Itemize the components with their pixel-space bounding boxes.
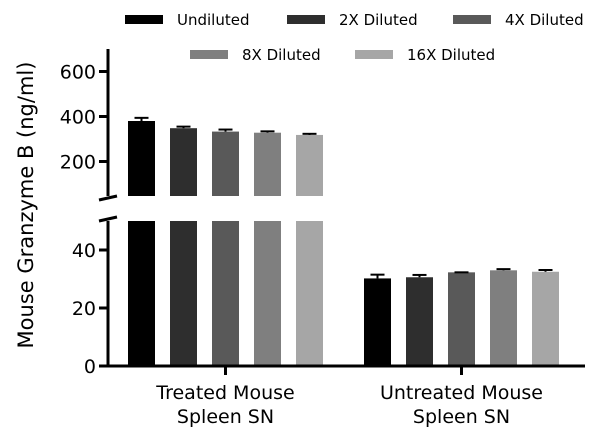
legend-swatch: [125, 15, 163, 24]
bar: [170, 221, 197, 366]
bar: [490, 270, 517, 366]
legend-swatch: [355, 50, 393, 59]
axis-break-mark: [98, 215, 118, 223]
bar: [212, 221, 239, 366]
x-category-label: Untreated Mouse Spleen SN: [380, 382, 543, 428]
legend-swatch: [453, 15, 491, 24]
bar: [212, 131, 239, 196]
bar: [364, 278, 391, 366]
legend-item: 8X Diluted: [190, 46, 321, 64]
legend-item: 16X Diluted: [355, 46, 495, 64]
y-tick-label: 20: [72, 298, 96, 320]
bar: [170, 128, 197, 196]
y-tick-label: 0: [84, 356, 96, 378]
legend-label: 4X Diluted: [505, 11, 584, 29]
bar: [296, 134, 323, 196]
bar: [532, 271, 559, 366]
y-tick-label: 400: [60, 107, 96, 129]
legend: Undiluted 2X Diluted 4X Diluted 8X Diluted 1…: [125, 11, 584, 64]
bars: [128, 116, 559, 366]
bar: [254, 221, 281, 366]
legend-swatch: [190, 50, 228, 59]
legend-swatch: [287, 15, 325, 24]
legend-item: 2X Diluted: [287, 11, 418, 29]
legend-label: 8X Diluted: [242, 46, 321, 64]
y-tick-label: 200: [60, 152, 96, 174]
y-axis: 0 20 40 200 400 600: [60, 49, 118, 378]
legend-label: 16X Diluted: [407, 46, 495, 64]
x-category-label: Treated Mouse Spleen SN: [155, 382, 294, 428]
legend-label: Undiluted: [177, 11, 249, 29]
bar: [406, 277, 433, 366]
legend-item: 4X Diluted: [453, 11, 584, 29]
legend-item: Undiluted: [125, 11, 249, 29]
x-axis: Treated Mouse Spleen SN Untreated Mouse Spl…: [107, 364, 585, 428]
bar: [128, 221, 155, 366]
bar: [296, 221, 323, 366]
y-tick-label: 40: [72, 240, 96, 262]
axis-break-mark: [98, 194, 118, 202]
bar: [128, 121, 155, 196]
y-axis-label: Mouse Granzyme B (ng/ml): [14, 62, 38, 349]
bar: [448, 272, 475, 366]
legend-label: 2X Diluted: [339, 11, 418, 29]
bar: [254, 132, 281, 196]
y-tick-label: 600: [60, 62, 96, 84]
